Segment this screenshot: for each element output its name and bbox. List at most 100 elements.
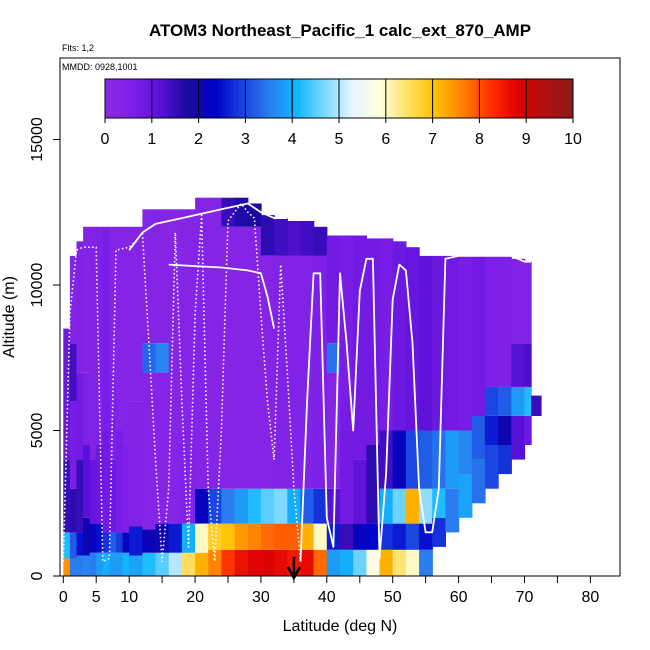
colorbar-segment (163, 79, 168, 118)
heatmap-cell (458, 430, 473, 475)
heatmap-cell (155, 343, 170, 373)
heatmap-cell (208, 488, 222, 524)
heatmap-cell (419, 255, 433, 431)
y-axis-title: Altitude (m) (1, 276, 18, 358)
heatmap-cell (221, 488, 236, 524)
colorbar-segment (280, 79, 285, 118)
heatmap-cell (300, 523, 315, 550)
x-tick-label: 20 (186, 589, 204, 606)
colorbar-segment (323, 79, 328, 118)
heatmap-cell (96, 523, 104, 553)
heatmap-cell (89, 226, 97, 460)
colorbar-tick-label: 10 (564, 131, 582, 148)
heatmap-cell (313, 488, 328, 524)
colorbar-segment (487, 79, 492, 118)
heatmap-cell (392, 430, 407, 489)
heatmap-cell (247, 549, 262, 576)
heatmap-cell (340, 549, 354, 576)
colorbar: 0 1 2 3 4 5 6 7 8 9 10 (101, 78, 582, 148)
heatmap-cell (109, 459, 117, 533)
heatmap-cells (63, 197, 542, 576)
colorbar-tick-label: 6 (381, 131, 390, 148)
colorbar-segment (541, 79, 547, 118)
heatmap-cell (274, 549, 288, 576)
colorbar-segment (210, 79, 215, 118)
heatmap-cell (221, 430, 236, 489)
colorbar-segment (120, 79, 125, 118)
heatmap-cell (511, 415, 526, 460)
colorbar-segment (366, 79, 371, 118)
heatmap-cell (484, 415, 499, 445)
colorbar-segment (327, 79, 332, 118)
heatmap-cell (234, 549, 249, 576)
heatmap-cell (366, 523, 381, 550)
heatmap-cell (168, 523, 183, 553)
colorbar-segment (534, 79, 539, 118)
heatmap-cell (168, 552, 183, 576)
heatmap-cell (102, 430, 110, 533)
colorbar-segment (385, 79, 391, 118)
heatmap-cell (247, 523, 262, 550)
colorbar-segment (565, 79, 570, 118)
colorbar-segment (432, 79, 437, 118)
colorbar-tick-label: 1 (147, 131, 156, 148)
heatmap-cell (247, 488, 262, 524)
colorbar-segment (186, 79, 192, 118)
colorbar-segment (339, 79, 344, 118)
heatmap-cell (247, 226, 262, 489)
heatmap-cell (326, 235, 341, 344)
heatmap-cell (221, 197, 236, 227)
colorbar-segment (171, 79, 176, 118)
colorbar-segment (405, 79, 410, 118)
chart-title: ATOM3 Northeast_Pacific_1 calc_ext_870_A… (149, 21, 531, 40)
colorbar-segment (264, 79, 270, 118)
x-tick-label: 10 (120, 589, 138, 606)
heatmap-cell (181, 209, 196, 431)
heatmap-cell (234, 523, 249, 550)
colorbar-segment (198, 79, 203, 118)
heatmap-cell (260, 549, 275, 576)
heatmap-cell (300, 549, 315, 576)
colorbar-segment (389, 79, 395, 118)
colorbar-segment (370, 79, 375, 118)
heatmap-cell (89, 523, 97, 553)
colorbar-segment (151, 79, 157, 118)
colorbar-segment (393, 79, 398, 118)
flight-tracks (62, 202, 532, 563)
colorbar-segment (116, 79, 122, 118)
colorbar-segment (253, 79, 258, 118)
heatmap-cell (524, 386, 532, 416)
colorbar-segment (553, 79, 558, 118)
heatmap-cell (524, 415, 532, 445)
heatmap-cell (379, 523, 394, 550)
heatmap-cell (122, 226, 130, 446)
colorbar-segment (448, 79, 453, 118)
colorbar-segment (307, 79, 313, 118)
colorbar-segment (417, 79, 422, 118)
heatmap-cell (96, 552, 104, 576)
heatmap-cell (116, 430, 124, 533)
heatmap-cell (353, 549, 367, 576)
heatmap-cell (458, 474, 473, 518)
plot-frame (59, 57, 621, 577)
heatmap-cell (208, 549, 222, 576)
heatmap-cell (142, 552, 157, 576)
colorbar-segment (483, 79, 488, 118)
x-tick-label: 5 (92, 589, 101, 606)
colorbar-segment (459, 79, 465, 118)
colorbar-segment (214, 79, 219, 118)
colorbar-segment (354, 79, 359, 118)
heatmap-cell (69, 401, 78, 489)
colorbar-segment (311, 79, 317, 118)
x-tick-label: 60 (450, 589, 468, 606)
colorbar-segment (128, 79, 133, 118)
heatmap-cell (419, 549, 433, 576)
heatmap-cell (260, 523, 275, 550)
heatmap-cell (524, 343, 532, 387)
heatmap-cell (76, 372, 84, 460)
heatmap-cell (458, 255, 473, 431)
heatmap-cell (221, 549, 236, 576)
date-annotation: MMDD: 0928,1001 (62, 62, 138, 72)
heatmap-cell (76, 555, 84, 576)
heatmap-cell (313, 549, 328, 576)
